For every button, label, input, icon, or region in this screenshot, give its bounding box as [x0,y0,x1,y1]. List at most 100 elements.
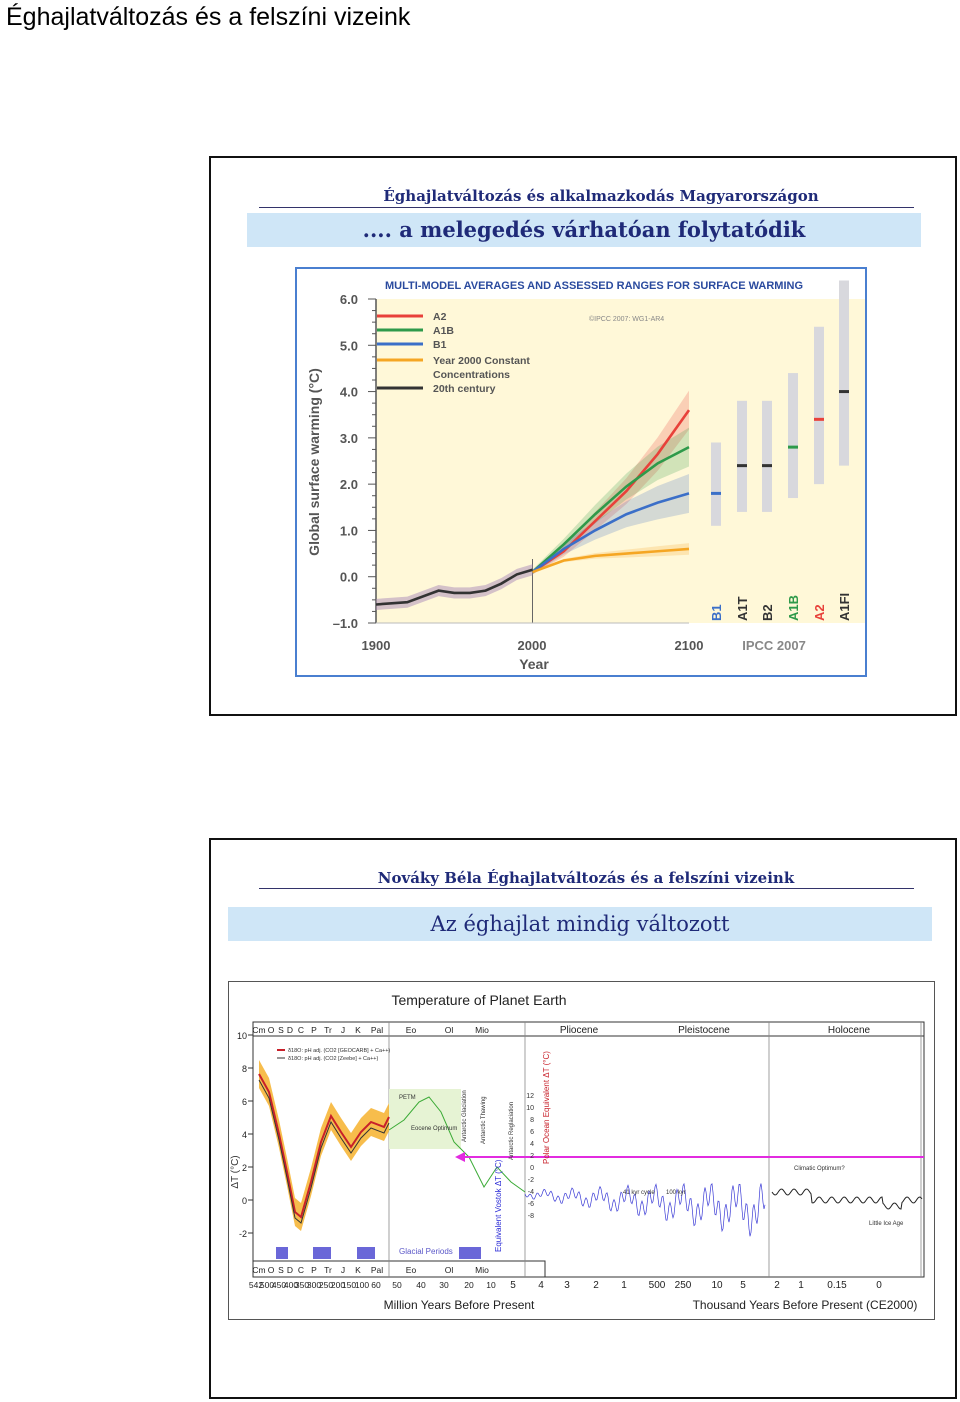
secondary-tick-label: 12 [526,1093,534,1100]
period-label: Eo [406,1025,417,1035]
secondary-tick-label: 10 [526,1105,534,1112]
period-label: Pal [371,1265,383,1275]
y-tick-label: 6.0 [340,292,358,307]
scenario-label: B2 [760,604,775,621]
y-tick-label: 2.0 [340,477,358,492]
x-tick-label: 500 [260,1280,274,1290]
annotation-vostok: Equivalent Vostok ΔT (°C) [494,1159,503,1252]
y-tick-label: 4.0 [340,385,358,400]
scenario-label: B1 [709,604,724,621]
proxy-uncertainty-band [259,1060,389,1231]
chart-copyright: ©IPCC 2007: WG1-AR4 [589,315,664,323]
x-tick-1900: 1900 [362,638,391,653]
x-axis-label-right: Thousand Years Before Present (CE2000) [693,1298,918,1312]
present-level-arrowhead [455,1152,465,1162]
y-tick-label: 2 [242,1163,247,1173]
x-tick-label: 40 [416,1280,426,1290]
x-tick-label: 250 [319,1280,333,1290]
annotation-climatic-optimum: Climatic Optimum? [794,1166,845,1172]
x-tick-label: 5 [740,1280,746,1291]
x-tick-label: 50 [392,1280,402,1290]
secondary-tick-label: -6 [528,1201,534,1208]
annotation-petm: PETM [399,1095,416,1101]
x-tick-label: 10 [711,1280,723,1291]
period-label: O [268,1025,275,1035]
period-label: Cm [252,1265,265,1275]
annotation-little-ice-age: Little Ice Age [869,1221,904,1227]
x-tick-label: 100 [355,1280,369,1290]
chart-title: MULTI-MODEL AVERAGES AND ASSESSED RANGES… [385,280,803,292]
slide-1-banner: .... a melegedés várhatóan folytatódik [247,213,921,247]
secondary-tick-label: 8 [530,1117,534,1124]
period-label: P [311,1265,317,1275]
secondary-tick-label: 0 [530,1165,534,1172]
period-label: K [355,1265,361,1275]
x-tick-label: 500 [649,1280,666,1291]
period-header [252,1021,925,1037]
x-tick-label: 30 [439,1280,449,1290]
legend-label: δ18O: pH adj. (CO2 [GEOCARB] + Ca++) [288,1048,390,1054]
period-label: Tr [324,1025,332,1035]
temperature-chart: Temperature of Planet Earth CmCmOOSSDDCC… [230,992,925,1312]
period-label: Pal [371,1025,383,1035]
annotation-antarctic-reglaciation: Antarctic Reglaciation [509,1102,515,1160]
x-tick-label: 1 [798,1280,804,1291]
x-tick-label: 300 [307,1280,321,1290]
x-axis-label-left: Million Years Before Present [384,1298,535,1312]
slide-2-header: Nováky Béla Éghajlatváltozás és a felszí… [377,869,795,887]
y-tick-label: 3.0 [340,431,358,446]
series-line [531,492,690,574]
x-tick-label: 450 [272,1280,286,1290]
period-label: K [355,1025,361,1035]
period-label: Tr [324,1265,332,1275]
slide-1-header-rule [259,207,914,208]
y-tick-label: –1.0 [333,616,358,631]
temperature-figure: Temperature of Planet Earth Cm Cm O O S S D D C C… [228,981,935,1320]
scenario-label: A1B [786,595,801,621]
period-label: J [341,1265,345,1275]
secondary-tick-label: -4 [528,1189,534,1196]
legend-label: δ18O: pH adj. (CO2 [Zeebe] + Ca++) [288,1056,379,1062]
period-label: O [268,1265,275,1275]
temp-y-axis-label: ΔT (°C) [230,1155,241,1188]
vostok-oscillation [524,1182,766,1237]
secondary-tick-label: -8 [528,1213,534,1220]
scenario-range-bar [814,326,824,485]
period-label: S [278,1025,284,1035]
period-label: Eo [406,1265,417,1275]
period-footer [252,1260,546,1278]
slide-2: Nováky Béla Éghajlatváltozás és a felszí… [209,838,957,1399]
series-line [532,547,690,574]
x-tick-2000: 2000 [518,638,547,653]
glacial-period-box [276,1247,288,1259]
slide-1-header: Éghajlatváltozás és alkalmazkodás Magyar… [383,187,819,205]
x-tick-label: 150 [342,1280,356,1290]
slide-2-banner: Az éghajlat mindig változott [228,907,932,941]
period-label: Mio [475,1265,489,1275]
period-label: D [287,1265,293,1275]
series-line [531,409,691,574]
x-tick-label: 20 [464,1280,474,1290]
annotation-antarctic-thawing: Antarctic Thawing [481,1096,487,1144]
x-tick-label: 0 [876,1280,882,1291]
secondary-tick-label: 2 [530,1153,534,1160]
source-label: IPCC 2007 [742,638,806,653]
annotation-100kyr: 100 kyr [666,1190,686,1196]
period-label: S [278,1265,284,1275]
x-tick-label: 2 [593,1280,599,1291]
annotation-glacial-periods: Glacial Periods [399,1247,453,1256]
y-tick-label: 0 [242,1196,247,1206]
secondary-tick-label: 6 [530,1129,534,1136]
legend-label: Year 2000 Constant [433,355,530,367]
x-tick-label: 1 [621,1280,627,1291]
period-label: Cm [252,1025,265,1035]
scenario-range-bar [711,442,721,526]
scenario-label: A1FI [837,593,852,621]
temp-chart-title: Temperature of Planet Earth [391,992,566,1008]
y-tick-label: 8 [242,1064,247,1074]
scenario-label: A1T [735,596,750,621]
glacial-period-box [459,1247,481,1259]
slide-2-header-rule [259,888,914,889]
legend-label: Concentrations [433,369,510,381]
y-axis-label: Global surface warming (°C) [306,368,322,556]
